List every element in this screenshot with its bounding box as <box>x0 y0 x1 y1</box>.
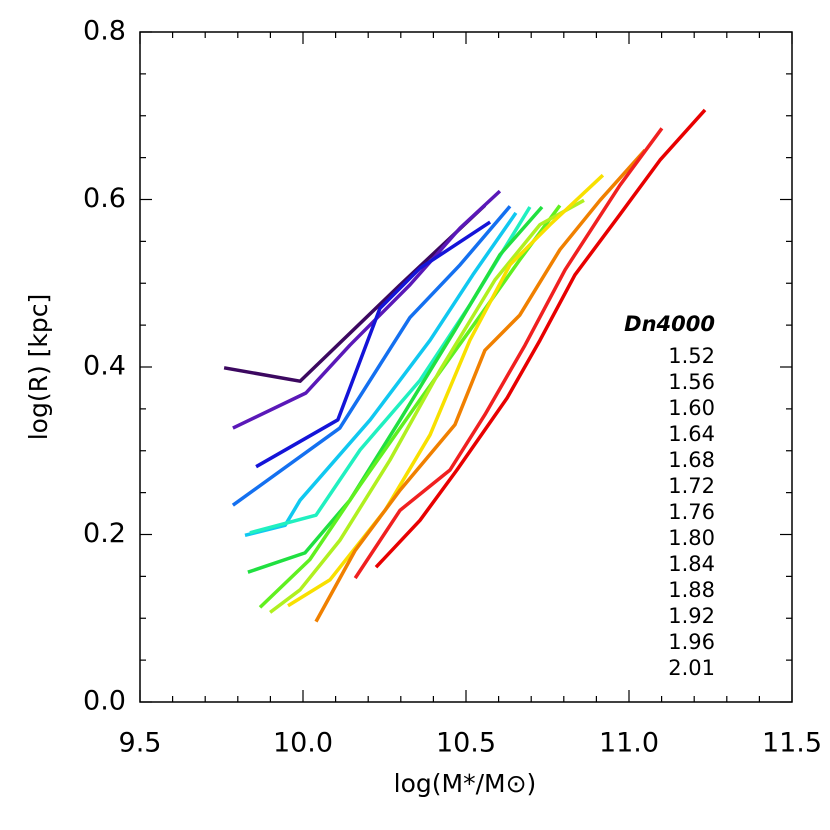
series-line <box>287 173 605 608</box>
legend-entry: 1.64 <box>668 422 715 446</box>
series-line <box>232 189 502 430</box>
series-line <box>255 220 492 469</box>
legend-entry: 1.76 <box>668 500 715 524</box>
y-axis-label: log(R) [kpc] <box>24 294 53 441</box>
legend-entry: 1.52 <box>668 344 715 368</box>
legend-entry: 1.80 <box>668 526 715 550</box>
x-tick-label: 11.5 <box>762 728 822 759</box>
x-axis-label: log(M*/M⊙) <box>394 769 537 798</box>
series-line <box>244 211 518 537</box>
series-line <box>269 198 585 614</box>
series-line <box>314 148 647 623</box>
legend-entry: 1.56 <box>668 370 715 394</box>
series-line <box>231 205 512 507</box>
x-tick-label: 9.5 <box>119 728 162 759</box>
legend-entry: 2.01 <box>668 656 715 680</box>
series-line <box>247 205 544 574</box>
legend-entry: 1.88 <box>668 578 715 602</box>
y-tick-label: 0.4 <box>83 351 126 382</box>
y-tick-label: 0.6 <box>83 183 126 214</box>
legend-entry: 1.60 <box>668 396 715 420</box>
x-tick-label: 11.0 <box>599 728 659 759</box>
y-tick-label: 0.8 <box>83 16 126 47</box>
series-line <box>374 108 707 569</box>
y-tick-label: 0.2 <box>83 518 126 549</box>
legend-entry: 1.68 <box>668 448 715 472</box>
series-line <box>223 204 487 383</box>
x-tick-label: 10.0 <box>273 728 333 759</box>
legend-entry: 1.92 <box>668 604 715 628</box>
series-line <box>353 127 664 580</box>
x-tick-label: 10.5 <box>436 728 496 759</box>
series-line <box>258 204 562 609</box>
y-tick-label: 0.0 <box>83 686 126 717</box>
legend-title: Dn4000 <box>624 312 715 336</box>
legend-entry: 1.72 <box>668 474 715 498</box>
legend-entry: 1.84 <box>668 552 715 576</box>
legend-entry: 1.96 <box>668 630 715 654</box>
